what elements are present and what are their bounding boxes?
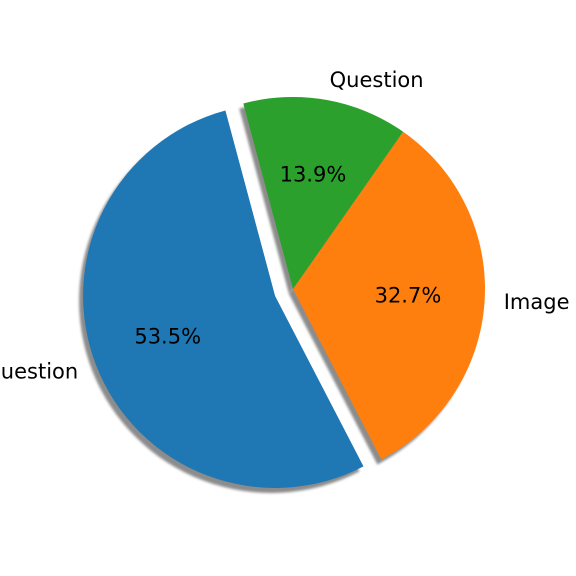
slice-percent-image-question: 53.5% <box>134 325 201 349</box>
slice-percent-image: 32.7% <box>375 284 442 308</box>
slice-image <box>293 131 485 460</box>
slice-label-image-question: Image+Question <box>0 359 78 383</box>
pie-slices <box>83 97 485 488</box>
slice-image-question <box>83 110 364 488</box>
slice-label-image: Image <box>504 290 570 314</box>
pie-labels: Image+Question 53.5% Image 32.7% Question 13.… <box>0 68 570 383</box>
slice-label-question: Question <box>330 68 424 92</box>
slice-percent-question: 13.9% <box>280 163 347 187</box>
slice-question <box>243 97 404 289</box>
